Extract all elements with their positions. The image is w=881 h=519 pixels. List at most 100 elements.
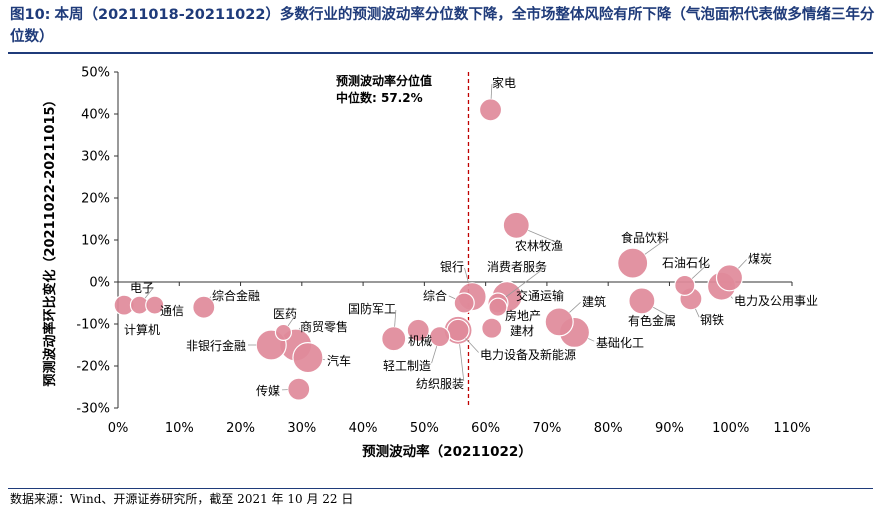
bubble-建筑 — [544, 307, 574, 337]
y-tick-label: 10% — [81, 234, 110, 249]
leader-line — [505, 266, 546, 298]
point-label: 有色金属 — [628, 313, 676, 328]
point-label: 电子 — [130, 281, 154, 295]
y-tick-label: 20% — [81, 192, 110, 207]
point-label: 通信 — [160, 304, 184, 318]
point-label: 煤炭 — [748, 252, 772, 266]
point-label: 家电 — [492, 75, 516, 90]
leader-line — [644, 237, 668, 255]
point-label: 综合金融 — [212, 288, 260, 303]
leader-line — [653, 306, 675, 320]
chart-axes — [114, 71, 793, 409]
x-tick-label: 60% — [471, 421, 500, 436]
leader-line — [738, 259, 747, 269]
bubble-医药 — [274, 323, 293, 341]
leader-line — [287, 314, 297, 327]
x-tick-label: 70% — [532, 421, 561, 436]
bubble-建材 — [481, 317, 503, 339]
bubble-农林牧渔 — [502, 211, 530, 239]
point-label: 石油石化 — [662, 256, 710, 270]
point-label: 房地产 — [505, 308, 541, 323]
bubble-电力设备及新能源 — [446, 318, 470, 342]
y-tick-label: 0% — [89, 276, 110, 291]
point-label: 交通运输 — [516, 288, 564, 303]
point-label: 非银行金融 — [186, 338, 246, 353]
point-label: 电力设备及新能源 — [480, 347, 576, 362]
bubble-煤炭 — [715, 264, 744, 292]
y-tick-label: 30% — [81, 150, 110, 165]
x-tick-label: 80% — [594, 421, 623, 436]
point-label: 综合 — [423, 288, 447, 303]
leader-line — [691, 263, 709, 279]
bubble-layer — [113, 98, 744, 401]
bubble-国防军工 — [381, 326, 407, 352]
figure-title-text: 本周（20211018-20211022）多数行业的预测波动率分位数下降，全市场… — [10, 7, 875, 45]
x-tick-label: 10% — [165, 421, 194, 436]
point-label: 电力及公用事业 — [734, 294, 818, 308]
leader-line — [448, 295, 456, 300]
source-note: 数据来源：Wind、开源证券研究所，截至 2021 年 10 月 22 日 — [10, 492, 354, 506]
leader-line — [426, 336, 431, 340]
leader-line — [465, 338, 479, 353]
x-tick-label: 110% — [773, 421, 810, 436]
bubble-综合金融 — [192, 295, 216, 319]
point-label: 医药 — [273, 307, 297, 321]
bubble-有色金属 — [628, 287, 656, 315]
y-tick-label: 40% — [81, 108, 110, 123]
bubble-石油石化 — [674, 274, 696, 296]
leader-line — [209, 296, 212, 299]
x-axis-title: 预测波动率（20211022） — [362, 443, 532, 460]
bubble-食品饮料 — [617, 247, 649, 279]
leader-line — [730, 296, 733, 299]
leader-line — [464, 267, 469, 284]
bubble-房地产 — [488, 297, 508, 317]
bubble-家电 — [478, 98, 503, 122]
point-label: 钢铁 — [700, 313, 724, 327]
bubble-汽车 — [292, 342, 324, 374]
leader-line — [394, 309, 397, 327]
figure-number: 图10: — [10, 7, 51, 23]
bubble-传媒 — [287, 377, 311, 401]
point-label: 传媒 — [256, 383, 280, 398]
y-axis-title: 预测波动率环比变化（20211022-20211015） — [42, 93, 58, 386]
leader-line — [459, 344, 465, 382]
y-tick-label: -20% — [76, 360, 110, 375]
point-label: 消费者服务 — [487, 259, 547, 274]
point-label: 计算机 — [124, 322, 160, 337]
leader-line — [431, 346, 438, 364]
source-rule — [8, 488, 873, 489]
x-tick-label: 50% — [410, 421, 439, 436]
point-label: 银行 — [440, 260, 464, 274]
annotation-title: 预测波动率分位值 — [336, 73, 432, 88]
point-label: 纺织服装 — [416, 377, 464, 391]
x-tick-label: 20% — [226, 421, 255, 436]
y-tick-label: 50% — [81, 66, 110, 81]
chart-text: 50% 40% 30% 20% 10% 0% -10% -20% -30% 0% 10% 20% 30%… — [42, 66, 811, 461]
leader-line — [528, 229, 562, 245]
x-tick-label: 40% — [349, 421, 378, 436]
y-tick-label: -10% — [76, 318, 110, 333]
leader-line — [588, 338, 595, 342]
leader-line — [144, 288, 154, 299]
point-label: 食品饮料 — [621, 230, 669, 245]
point-label: 国防军工 — [348, 301, 396, 316]
x-tick-label: 100% — [712, 421, 749, 436]
bubble-通信 — [145, 295, 165, 315]
figure-title: 图10: 本周（20211018-20211022）多数行业的预测波动率分位数下降… — [10, 4, 876, 48]
y-tick-label: -30% — [76, 402, 110, 417]
point-label: 建材 — [510, 324, 534, 338]
bubble-轻工制造 — [429, 326, 451, 348]
x-tick-label: 0% — [108, 421, 129, 436]
annotation-median: 中位数: 57.2% — [336, 90, 423, 105]
point-label: 商贸零售 — [300, 319, 348, 334]
bubble-综合 — [453, 292, 475, 314]
leader-line — [569, 302, 581, 313]
leader-line — [695, 308, 700, 318]
x-tick-label: 30% — [287, 421, 316, 436]
point-label: 农林牧渔 — [515, 239, 563, 253]
bubble-机械 — [406, 318, 430, 342]
title-rule — [8, 52, 873, 54]
x-tick-label: 90% — [655, 421, 684, 436]
